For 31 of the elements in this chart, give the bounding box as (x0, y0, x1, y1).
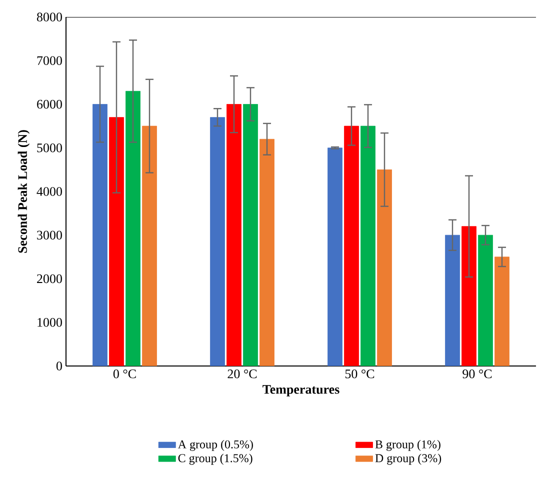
x-axis-title: Temperatures (262, 385, 340, 396)
y-tick-label: 1000 (38, 318, 62, 327)
bar (92, 104, 108, 366)
y-axis-title: Second Peak Load (N) (18, 130, 30, 253)
bar (109, 117, 124, 366)
legend-label: A group (0.5%) (178, 440, 253, 451)
bar (142, 126, 157, 366)
y-tick-label: 2000 (37, 274, 62, 284)
legend-label: C group (1.5%) (178, 454, 252, 465)
bar (210, 117, 225, 366)
x-tick-label: 20 °C (228, 370, 257, 378)
x-tick-label: 0 °C (113, 370, 136, 378)
bar (226, 104, 242, 366)
y-tick-label: 7000 (37, 56, 62, 66)
x-tick-label: 50 °C (345, 370, 374, 378)
bar (260, 138, 274, 366)
bar (494, 256, 510, 366)
legend-label: D group (3%) (375, 454, 442, 465)
bar (462, 226, 476, 366)
y-tick-label: 5000 (37, 143, 62, 152)
y-tick-label: 0 (56, 362, 62, 370)
bar (344, 126, 359, 366)
y-tick-label: 8000 (36, 12, 62, 22)
y-tick-label: 6000 (37, 100, 62, 109)
bar (445, 234, 460, 366)
x-tick-label: 90 °C (462, 370, 492, 378)
legend-label: B group (1%) (375, 440, 440, 451)
bar (377, 169, 392, 366)
y-tick-label: 3000 (37, 230, 62, 240)
y-tick-label: 4000 (36, 187, 62, 196)
bar (328, 148, 342, 366)
